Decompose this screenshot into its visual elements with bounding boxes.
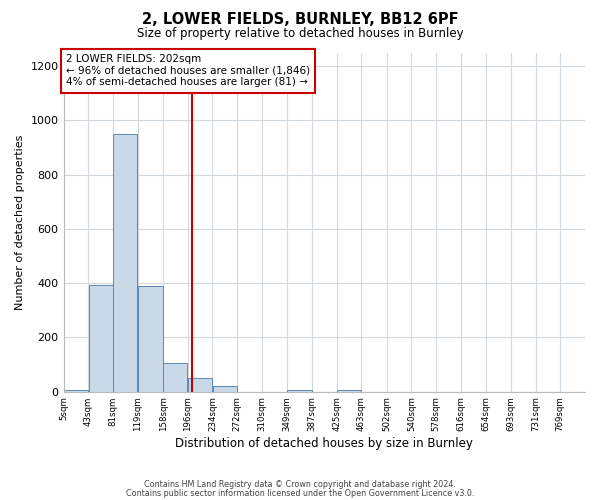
Bar <box>287 390 311 392</box>
Bar <box>188 378 212 392</box>
Text: Size of property relative to detached houses in Burnley: Size of property relative to detached ho… <box>137 28 463 40</box>
Bar <box>337 390 361 392</box>
Text: Contains public sector information licensed under the Open Government Licence v3: Contains public sector information licen… <box>126 489 474 498</box>
Y-axis label: Number of detached properties: Number of detached properties <box>15 134 25 310</box>
Text: Contains HM Land Registry data © Crown copyright and database right 2024.: Contains HM Land Registry data © Crown c… <box>144 480 456 489</box>
X-axis label: Distribution of detached houses by size in Burnley: Distribution of detached houses by size … <box>175 437 473 450</box>
Text: 2, LOWER FIELDS, BURNLEY, BB12 6PF: 2, LOWER FIELDS, BURNLEY, BB12 6PF <box>142 12 458 28</box>
Bar <box>89 284 113 392</box>
Bar <box>163 363 187 392</box>
Bar <box>64 390 88 392</box>
Bar <box>212 386 237 392</box>
Text: 2 LOWER FIELDS: 202sqm
← 96% of detached houses are smaller (1,846)
4% of semi-d: 2 LOWER FIELDS: 202sqm ← 96% of detached… <box>66 54 310 88</box>
Bar <box>138 286 163 392</box>
Bar <box>113 134 137 392</box>
